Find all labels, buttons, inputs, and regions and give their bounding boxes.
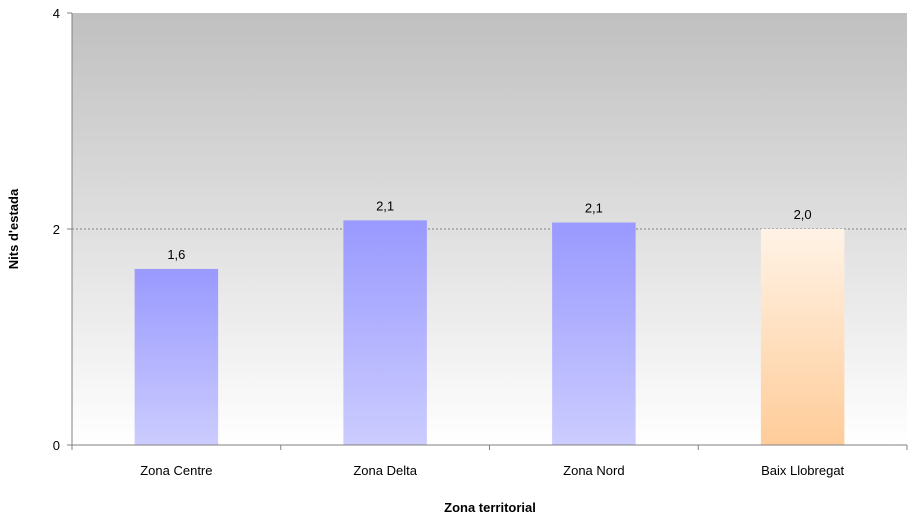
data-labels: 1,6 2,1 2,1 2,0 <box>167 198 811 262</box>
bars <box>134 220 845 445</box>
category-label: Zona Centre <box>140 463 212 478</box>
y-tick-label: 4 <box>53 6 60 21</box>
axes <box>67 12 908 450</box>
category-label: Zona Delta <box>353 463 417 478</box>
data-label: 2,1 <box>376 198 394 213</box>
bar-zona-centre <box>134 268 219 445</box>
y-tick-label: 0 <box>53 438 60 453</box>
data-label: 2,0 <box>794 207 812 222</box>
tick-labels: Zona Centre Zona Delta Zona Nord Baix Llobr… <box>53 6 845 478</box>
category-label: Zona Nord <box>563 463 624 478</box>
bar-zona-nord <box>552 222 636 445</box>
x-axis-title: Zona territorial <box>444 500 536 515</box>
y-tick-label: 2 <box>53 222 60 237</box>
data-label: 2,1 <box>585 201 603 216</box>
bar-baix-llobregat <box>760 229 845 445</box>
category-label: Baix Llobregat <box>761 463 844 478</box>
data-label: 1,6 <box>167 247 185 262</box>
y-axis-title: Nits d'estada <box>6 188 21 269</box>
bar-zona-delta <box>343 220 427 445</box>
